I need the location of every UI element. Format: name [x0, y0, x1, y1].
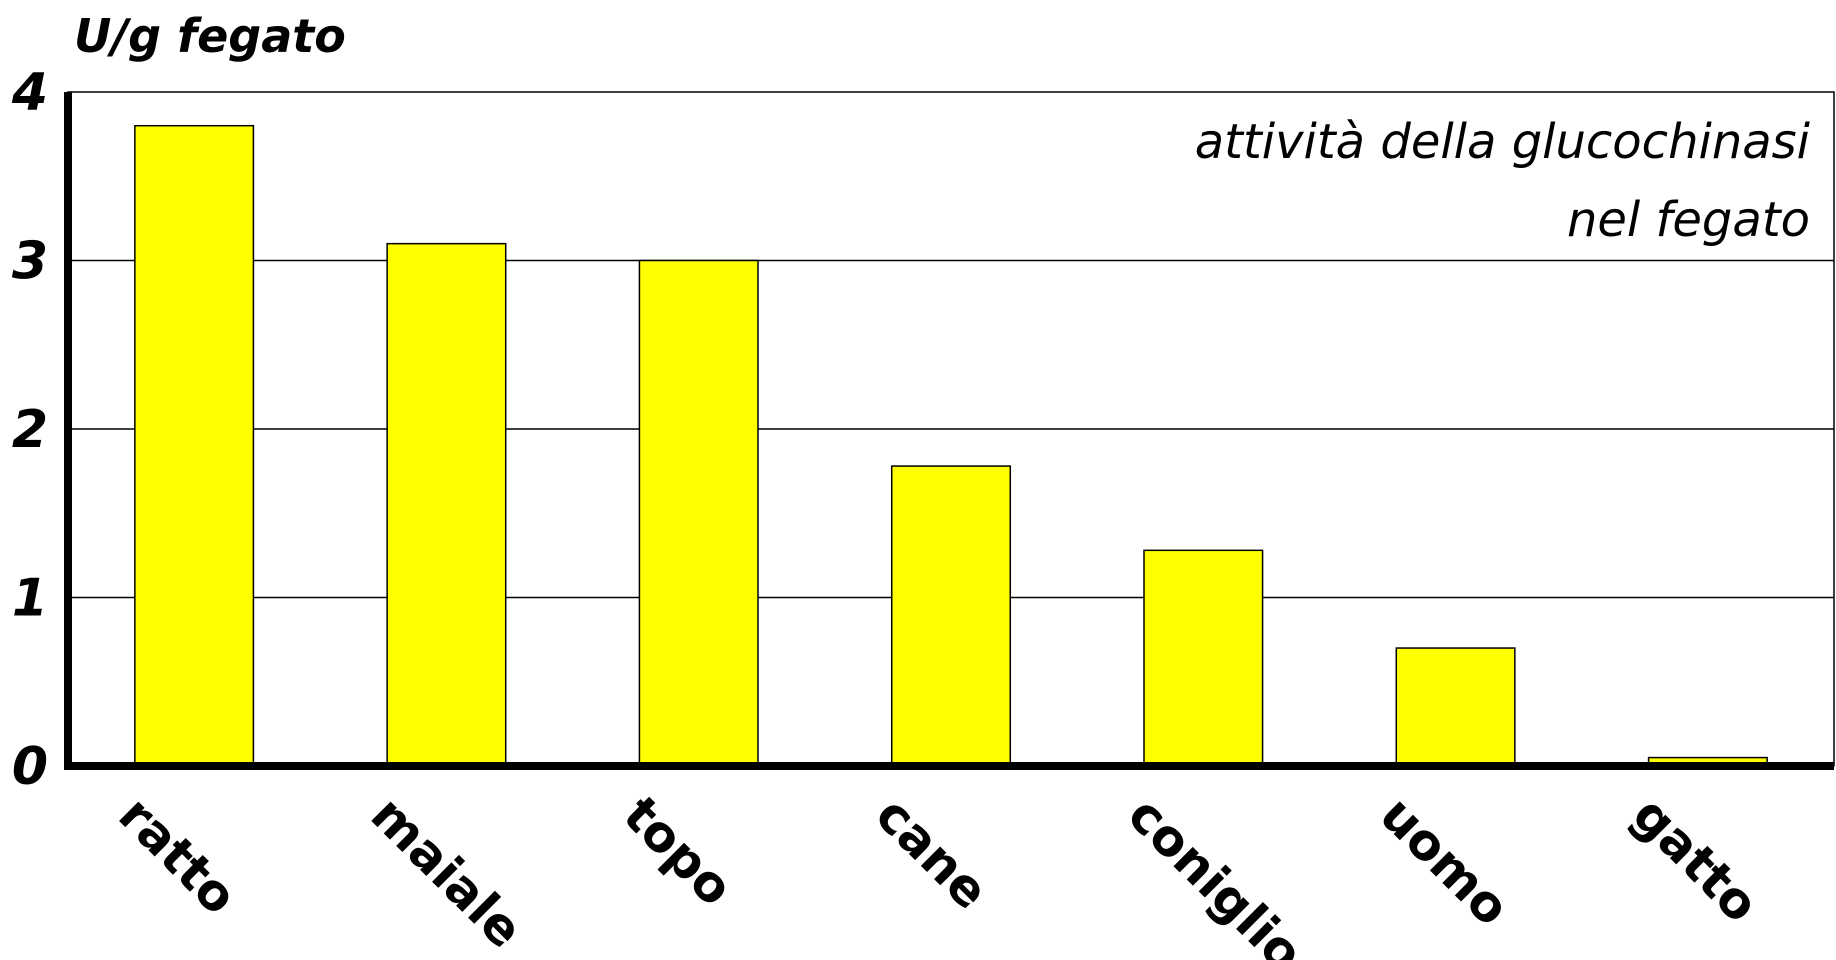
bar-maiale: [386, 242, 507, 767]
x-tick-label-coniglio: coniglio: [1117, 785, 1314, 960]
category-labels: ratto maiale topo cane coniglio uomo gatto: [108, 785, 1770, 960]
bar-topo: [638, 259, 759, 767]
y-tick-label: 4: [11, 63, 48, 123]
y-tick-label: 1: [12, 569, 48, 629]
annotation-line-2: nel fegato: [1567, 192, 1810, 248]
annotation-line-1: attività della glucochinasi: [1195, 114, 1811, 170]
bar-ratto: [134, 124, 255, 767]
x-tick-label-uomo: uomo: [1369, 785, 1521, 937]
bar-coniglio: [1143, 549, 1264, 767]
x-tick-label-gatto: gatto: [1621, 785, 1769, 933]
x-tick-label-cane: cane: [865, 785, 1000, 920]
bar-uomo: [1395, 647, 1516, 767]
y-tick-label: 2: [12, 400, 48, 460]
x-tick-label-ratto: ratto: [108, 785, 248, 925]
y-tick-labels: 0 1 2 3 4: [11, 63, 48, 797]
x-tick-label-maiale: maiale: [360, 785, 534, 959]
bar-cane: [890, 465, 1012, 767]
y-axis-label: U/g fegato: [74, 9, 346, 63]
y-tick-label: 3: [12, 232, 48, 292]
bars: [134, 124, 1768, 767]
x-tick-label-topo: topo: [612, 785, 744, 917]
y-tick-label: 0: [12, 737, 48, 797]
